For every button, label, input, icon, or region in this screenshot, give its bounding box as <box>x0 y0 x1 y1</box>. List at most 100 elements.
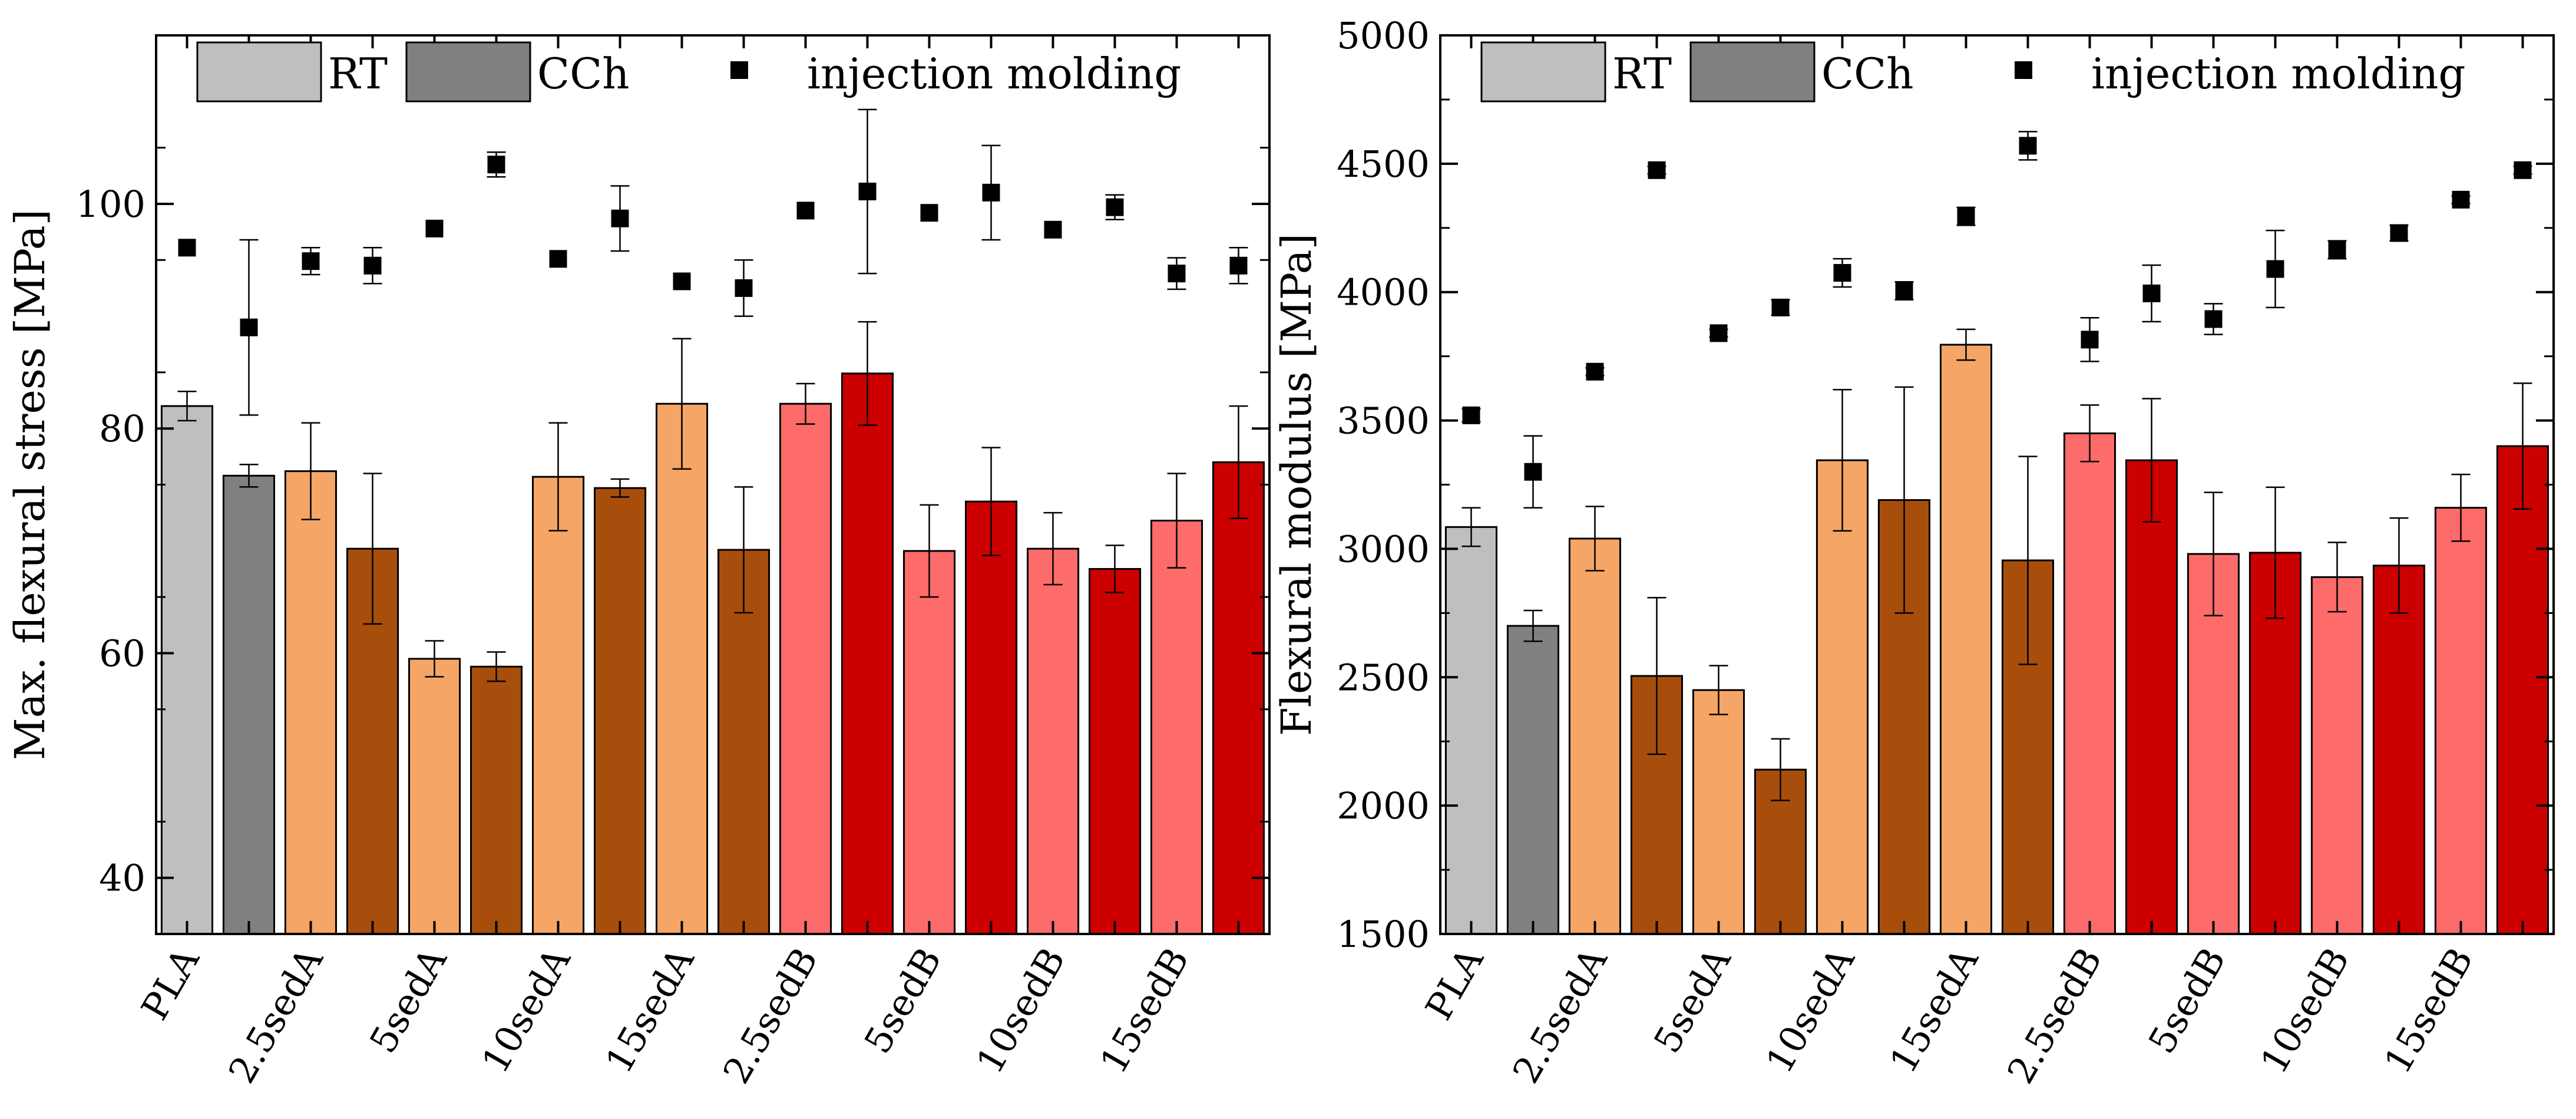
x-axis <box>186 35 1240 934</box>
injection-point-13 <box>2204 310 2223 328</box>
bar-error-2.5sedA-RT <box>301 422 320 520</box>
bar-PLA-CCh <box>1506 625 1559 935</box>
injection-point-6 <box>487 156 505 174</box>
bar-PLA-RT <box>160 405 213 935</box>
injection-point-8 <box>1895 282 1913 300</box>
bar-error-15sedB-RT <box>2451 473 2471 542</box>
bar-error-5sedB-CCh <box>981 447 1001 556</box>
y-tick-label: 100 <box>76 183 146 226</box>
bar-5sedB-CCh <box>965 500 1018 935</box>
legend-swatch-rt <box>196 41 322 103</box>
y-tick-label: 4000 <box>1337 271 1430 314</box>
injection-point-3 <box>302 252 320 270</box>
y-axis: 1500 2000 2500 3000 3500 4000 4500 5000 <box>1337 14 2554 956</box>
injection-point-12 <box>2142 284 2161 302</box>
x-tick-label-15sedB: 15sedB <box>1092 940 1198 1081</box>
injection-point-15 <box>2328 240 2346 259</box>
injection-point-4 <box>363 256 382 275</box>
bar-10sedB-CCh <box>2372 565 2425 935</box>
bar-2.5sedB-CCh <box>2125 459 2178 935</box>
x-tick-label-10sedB: 10sedB <box>968 940 1074 1081</box>
injection-point-10 <box>735 279 753 297</box>
bar-error-15sedA-CCh <box>2018 455 2038 665</box>
injection-point-7 <box>1833 264 1851 282</box>
bar-2.5sedB-RT <box>2063 432 2116 935</box>
bar-error-10sedA-CCh <box>1894 386 1914 614</box>
bar-error-2.5sedB-CCh <box>858 321 877 426</box>
bar-15sedA-RT <box>656 402 709 935</box>
injection-point-9 <box>1957 207 1975 226</box>
x-tick-label-2.5sedA: 2.5sedA <box>1504 940 1616 1090</box>
injection-point-10 <box>2019 137 2037 155</box>
bar-5sedA-RT <box>408 658 461 935</box>
injection-point-4 <box>1648 161 1666 179</box>
injection-point-16 <box>2390 224 2408 242</box>
injection-point-14 <box>2266 260 2284 278</box>
y-axis-label: Max. flexural stress [MPa] <box>6 209 54 760</box>
x-tick-label-2.5sedB: 2.5sedB <box>715 940 826 1091</box>
bar-error-10sedB-RT <box>2327 542 2347 613</box>
legend-marker-injection <box>2015 61 2032 79</box>
bar-error-15sedA-RT <box>672 338 692 470</box>
bar-error-15sedA-RT <box>1956 328 1976 361</box>
x-tick-label-10sedA: 10sedA <box>473 940 579 1080</box>
x-tick-label-15sedA: 15sedA <box>597 940 703 1080</box>
bar-2.5sedB-RT <box>779 402 832 935</box>
x-tick-label-15sedB: 15sedB <box>2376 940 2482 1081</box>
bar-error-10sedA-RT <box>548 422 568 532</box>
injection-point-12 <box>858 182 877 200</box>
bar-15sedB-RT <box>2434 507 2487 935</box>
y-axis: 40 60 80 100 <box>76 34 1269 935</box>
chart-panel-2: 1500 2000 2500 3000 3500 4000 4500 5000 Flexural… <box>1272 14 2555 1091</box>
injection-point-11 <box>796 202 815 220</box>
bar-error-2.5sedB-RT <box>2080 404 2099 463</box>
bar-2.5sedA-RT <box>1568 537 1621 935</box>
x-tick-label-5sedB: 5sedB <box>2140 940 2234 1061</box>
injection-point-17 <box>1168 265 1186 283</box>
injection-point-3 <box>1586 362 1604 381</box>
bar-10sedA-CCh <box>1877 499 1930 935</box>
y-tick-label: 1500 <box>1337 913 1430 956</box>
bar-error-5sedB-RT <box>920 504 939 598</box>
bar-error-10sedB-CCh <box>2389 517 2409 614</box>
bar-error-2.5sedA-RT <box>1585 506 1605 572</box>
bar-15sedB-CCh <box>2496 445 2549 935</box>
bar-error-15sedB-RT <box>1167 473 1186 569</box>
y-tick-label: 5000 <box>1337 14 1430 57</box>
bar-error-5sedA-CCh <box>1771 738 1790 801</box>
bar-error-5sedA-CCh <box>487 651 506 682</box>
bar-error-PLA-CCh <box>239 463 259 488</box>
legend: RT CCh injection molding <box>196 41 1181 103</box>
injection-point-5 <box>425 219 444 237</box>
legend-label-cch: CCh <box>1821 49 1914 98</box>
legend-swatch-cch <box>405 41 531 103</box>
y-tick-label: 3000 <box>1337 527 1430 570</box>
bar-error-15sedB-CCh <box>1229 405 1248 519</box>
legend-label-cch: CCh <box>537 49 630 98</box>
legend-label-injection: injection molding <box>807 49 1181 98</box>
y-tick-label: 60 <box>99 632 146 675</box>
bar-10sedB-CCh <box>1089 568 1142 935</box>
x-tick-label-15sedA: 15sedA <box>1881 940 1987 1080</box>
bar-error-2.5sedA-CCh <box>363 473 382 625</box>
bar-15sedA-RT <box>1939 344 1992 935</box>
bar-5sedB-RT <box>903 550 956 935</box>
bar-2.5sedB-CCh <box>841 372 894 935</box>
x-axis <box>1470 35 2524 934</box>
bar-error-10sedA-RT <box>1833 389 1852 532</box>
y-tick-label: 40 <box>99 857 146 900</box>
legend-swatch-cch <box>1689 41 1816 103</box>
injection-point-5 <box>1709 324 1728 342</box>
x-tick-label-10sedB: 10sedB <box>2252 940 2358 1081</box>
bar-PLA-RT <box>1444 526 1497 935</box>
injection-point-1 <box>178 239 196 257</box>
legend-label-rt: RT <box>328 49 388 98</box>
bar-error-5sedB-RT <box>2204 491 2223 616</box>
injection-point-8 <box>611 209 629 227</box>
injection-point-7 <box>549 250 567 268</box>
bar-error-2.5sedB-RT <box>796 382 815 425</box>
bar-15sedB-RT <box>1150 520 1203 935</box>
bar-error-10sedB-RT <box>1043 511 1063 586</box>
